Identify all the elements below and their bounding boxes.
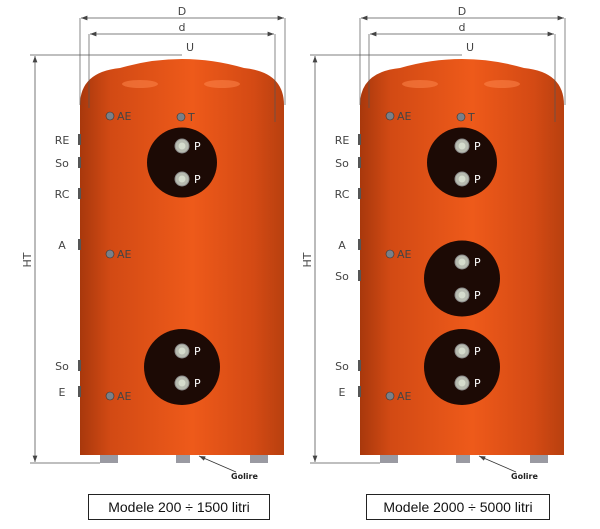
side-label-so: So — [55, 360, 69, 373]
port-fitting-icon — [105, 391, 115, 401]
side-nozzle — [358, 157, 361, 168]
side-nozzle — [358, 239, 361, 250]
inspection-flange — [424, 329, 500, 405]
port-label-t: T — [187, 111, 195, 124]
dimension-D-label: D — [458, 5, 466, 18]
port-label-ae: AE — [397, 248, 412, 261]
highlight — [484, 80, 520, 88]
tank-leg — [250, 452, 268, 463]
port-fitting-icon — [385, 249, 395, 259]
side-label-so: So — [335, 157, 349, 170]
side-label-re: RE — [55, 134, 70, 147]
dimension-U-label: U — [466, 41, 474, 54]
tank-leg — [456, 452, 470, 463]
drain-arrow — [198, 455, 237, 473]
flange-port-label-p: P — [194, 377, 201, 390]
side-label-re: RE — [335, 134, 350, 147]
inspection-flange — [427, 127, 497, 198]
side-label-so: So — [335, 360, 349, 373]
side-label-a: A — [338, 239, 346, 252]
flange-port-label-p: P — [474, 173, 481, 186]
dimension-U-label: U — [186, 41, 194, 54]
caption-large-models: Modele 2000 ÷ 5000 litri — [366, 494, 550, 520]
tank-body — [80, 59, 284, 455]
side-label-e: E — [339, 386, 346, 399]
port-center — [458, 291, 466, 299]
side-label-so: So — [55, 157, 69, 170]
port-label-ae: AE — [117, 390, 132, 403]
side-nozzle — [78, 134, 81, 145]
side-nozzle — [358, 360, 361, 371]
highlight — [122, 80, 158, 88]
port-fitting-icon — [105, 111, 115, 121]
tank-leg — [530, 452, 548, 463]
tank-leg — [176, 452, 190, 463]
side-nozzle — [78, 157, 81, 168]
tank-1: DdU HT RE So RC A So E AE T AE AE P P P P Golire — [21, 5, 286, 481]
dimension-HT-label: HT — [21, 252, 34, 267]
side-nozzle — [78, 386, 81, 397]
port-center — [178, 347, 186, 355]
drain-label: Golire — [511, 472, 538, 481]
port-center — [178, 379, 186, 387]
dimension-d-label: d — [179, 21, 186, 34]
dimension-D-label: D — [178, 5, 186, 18]
side-nozzle — [358, 134, 361, 145]
highlight — [204, 80, 240, 88]
tank-leg — [380, 452, 398, 463]
port-label-t: T — [467, 111, 475, 124]
flange-port-label-p: P — [194, 173, 201, 186]
port-fitting-icon — [105, 249, 115, 259]
side-nozzle — [358, 270, 361, 281]
highlight — [402, 80, 438, 88]
flange-port-label-p: P — [474, 289, 481, 302]
port-label-ae: AE — [117, 248, 132, 261]
port-fitting-icon — [176, 112, 186, 122]
dimension-d-label: d — [459, 21, 466, 34]
port-center — [458, 379, 466, 387]
side-nozzle — [78, 239, 81, 250]
port-label-ae: AE — [397, 390, 412, 403]
port-center — [458, 142, 466, 150]
flange-port-label-p: P — [474, 377, 481, 390]
port-center — [458, 258, 466, 266]
side-label-a: A — [58, 239, 66, 252]
port-center — [458, 175, 466, 183]
side-nozzle — [358, 386, 361, 397]
side-nozzle — [78, 360, 81, 371]
side-label-so: So — [335, 270, 349, 283]
side-nozzle — [78, 188, 81, 199]
tank-leg — [100, 452, 118, 463]
port-label-ae: AE — [117, 110, 132, 123]
port-fitting-icon — [385, 111, 395, 121]
port-label-ae: AE — [397, 110, 412, 123]
inspection-flange — [147, 127, 217, 198]
flange-port-label-p: P — [474, 345, 481, 358]
inspection-flange — [424, 240, 500, 317]
port-center — [458, 347, 466, 355]
drain-label: Golire — [231, 472, 258, 481]
flange-port-label-p: P — [194, 345, 201, 358]
side-label-rc: RC — [55, 188, 70, 201]
flange-port-label-p: P — [474, 256, 481, 269]
tank-2: DdU HT RE So RC A So So E AE T AE AE P P P P P P Golire — [301, 5, 566, 481]
flange-port-label-p: P — [194, 140, 201, 153]
drain-arrow — [478, 455, 517, 473]
flange-port-label-p: P — [474, 140, 481, 153]
port-fitting-icon — [385, 391, 395, 401]
dimension-HT-label: HT — [301, 252, 314, 267]
caption-small-models: Modele 200 ÷ 1500 litri — [88, 494, 270, 520]
side-label-e: E — [59, 386, 66, 399]
side-label-rc: RC — [335, 188, 350, 201]
side-nozzle — [358, 188, 361, 199]
port-center — [178, 175, 186, 183]
port-center — [178, 142, 186, 150]
port-fitting-icon — [456, 112, 466, 122]
inspection-flange — [144, 329, 220, 405]
